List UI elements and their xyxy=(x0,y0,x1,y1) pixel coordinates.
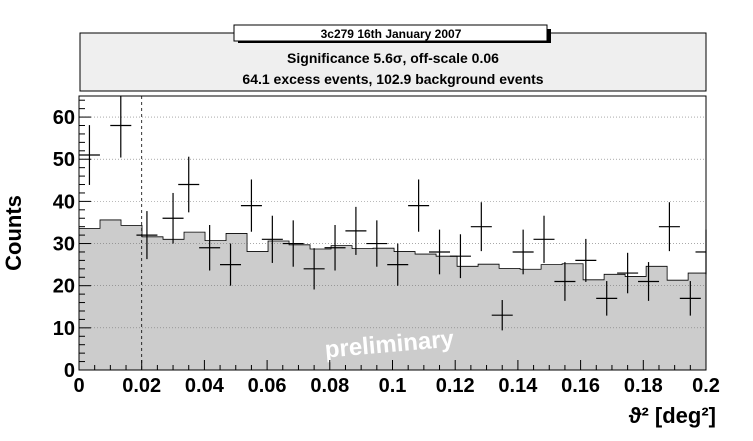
on-point xyxy=(387,243,409,286)
y-tick-label: 50 xyxy=(53,149,75,171)
background-bar xyxy=(457,266,479,370)
x-tick-label: 0.06 xyxy=(248,375,287,397)
x-tick-label: 0.08 xyxy=(310,375,349,397)
stats-events: 64.1 excess events, 102.9 background eve… xyxy=(242,71,543,87)
on-point xyxy=(638,262,660,301)
background-bar xyxy=(289,244,311,370)
on-point xyxy=(408,179,430,232)
stats-significance: Significance 5.6σ, off-scale 0.06 xyxy=(287,50,499,66)
background-bar xyxy=(310,249,332,370)
background-bar xyxy=(415,254,437,370)
on-point xyxy=(679,281,701,316)
background-bar xyxy=(604,274,626,370)
x-tick-label: 0 xyxy=(73,375,84,397)
x-tick-label: 0.14 xyxy=(498,375,538,397)
x-tick-label: 0.04 xyxy=(185,375,225,397)
y-tick-label: 20 xyxy=(53,276,75,298)
on-point xyxy=(199,224,221,271)
on-point xyxy=(178,156,200,213)
background-bar xyxy=(373,248,395,370)
y-tick-label: 30 xyxy=(53,234,75,256)
on-point xyxy=(136,211,158,260)
background-bar xyxy=(352,248,374,370)
on-point xyxy=(366,220,388,267)
background-bar xyxy=(100,219,122,370)
on-source-points xyxy=(78,96,707,331)
on-point xyxy=(303,248,325,290)
x-axis-ticks: 0 0.02 0.04 0.06 0.08 0.1 0.12 0.14 0.16 0.18 0.2 xyxy=(73,360,720,397)
background-bar xyxy=(394,251,416,370)
on-point xyxy=(240,179,262,232)
background-outline xyxy=(78,219,706,370)
background-bar xyxy=(184,232,206,370)
y-tick-label: 40 xyxy=(53,191,75,213)
background-bar xyxy=(268,241,290,370)
on-point xyxy=(470,202,492,252)
background-bar xyxy=(499,268,521,370)
plot-area: preliminary 0 0.02 0.04 0.06 0.08 0.1 0.12 0.14… xyxy=(53,95,720,397)
y-axis-ticks: 0 10 20 30 40 50 60 xyxy=(53,99,91,382)
background-bar xyxy=(247,251,269,370)
background-bar xyxy=(205,240,227,370)
background-bar xyxy=(667,280,689,370)
background-bar xyxy=(331,245,353,370)
on-point xyxy=(324,224,346,271)
on-point xyxy=(429,229,451,275)
y-tick-label: 10 xyxy=(53,318,75,340)
background-bar xyxy=(436,256,458,370)
on-point xyxy=(617,252,639,294)
grid-lines xyxy=(79,116,706,329)
background-bar xyxy=(163,239,185,370)
x-tick-label: 0.02 xyxy=(122,375,161,397)
x-tick-label: 0.16 xyxy=(561,375,600,397)
background-bar xyxy=(520,269,542,370)
background-bar xyxy=(646,266,668,370)
x-axis-label: ϑ² [deg²] xyxy=(629,403,716,428)
on-point xyxy=(491,300,513,331)
on-point xyxy=(110,96,132,158)
y-axis-label: Counts xyxy=(1,195,26,271)
on-point xyxy=(554,262,576,301)
x-tick-label: 0.2 xyxy=(692,375,720,397)
x-tick-label: 0.18 xyxy=(624,375,663,397)
background-bar xyxy=(625,276,647,370)
on-point xyxy=(220,243,242,286)
background-bar xyxy=(562,263,584,370)
on-point xyxy=(596,281,618,316)
x-tick-label: 0.1 xyxy=(379,375,407,397)
background-bar xyxy=(688,273,707,370)
background-bar xyxy=(478,264,500,370)
on-point xyxy=(575,238,597,282)
on-point xyxy=(512,229,534,275)
on-point xyxy=(345,206,367,255)
y-tick-label: 60 xyxy=(53,107,75,129)
background-histogram xyxy=(79,219,707,370)
on-point xyxy=(162,192,184,244)
on-point xyxy=(533,215,555,263)
y-tick-label: 0 xyxy=(64,360,75,382)
on-point xyxy=(282,220,304,267)
x-tick-label: 0.12 xyxy=(436,375,475,397)
on-point xyxy=(261,215,283,263)
title-box xyxy=(233,24,548,42)
on-point xyxy=(658,202,680,252)
on-point xyxy=(449,234,471,279)
chart-title: 3c279 16th January 2007 xyxy=(321,27,462,41)
background-bar xyxy=(541,264,563,370)
background-bar xyxy=(583,279,605,370)
on-point xyxy=(78,125,100,185)
background-bar xyxy=(79,228,101,370)
background-bar xyxy=(226,233,248,370)
background-bar xyxy=(142,236,164,370)
background-bar xyxy=(121,225,143,370)
